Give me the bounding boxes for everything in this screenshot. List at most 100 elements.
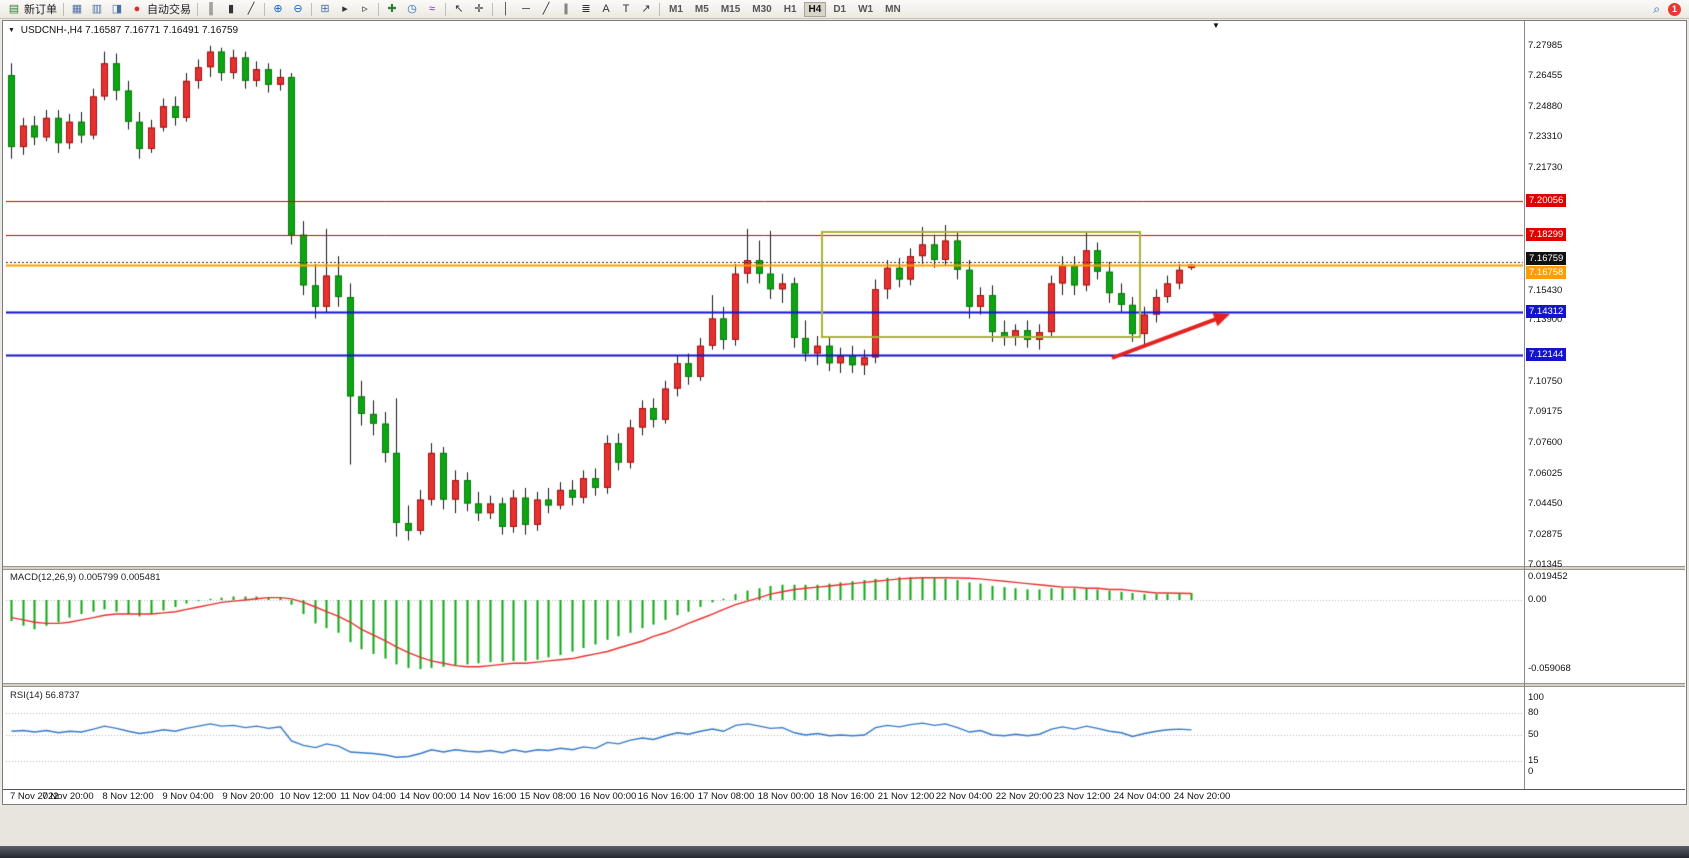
terminal-icon[interactable]: ◨ (107, 0, 127, 19)
rsi-value: 56.8737 (45, 690, 80, 701)
price-grid-label: 7.01345 (1528, 558, 1563, 570)
horizontal-line-icon: ─ (522, 2, 530, 15)
zoom-out-icon[interactable]: ⊖ (288, 0, 308, 19)
time-axis-label: 24 Nov 20:00 (1173, 791, 1231, 802)
time-axis-label: 24 Nov 04:00 (1113, 791, 1171, 802)
taskbar-strip (0, 846, 1689, 858)
equidistant-channel-icon[interactable]: ∥ (556, 0, 576, 19)
bid-price-label: 7.16759 (1526, 251, 1567, 265)
price-line-label: 7.12144 (1526, 347, 1567, 361)
zoom-out-icon: ⊖ (293, 2, 303, 15)
rsi-axis-label: 80 (1528, 706, 1539, 718)
fibonacci-icon: ≣ (581, 2, 591, 15)
timeframe-button-m5[interactable]: M5 (694, 3, 709, 15)
time-axis-label: 9 Nov 20:00 (222, 791, 274, 802)
time-axis-label: 14 Nov 16:00 (459, 791, 517, 802)
text-label-icon[interactable]: T (616, 0, 636, 19)
time-axis-label: 22 Nov 20:00 (995, 791, 1053, 802)
chart-shift-icon[interactable]: ▹ (355, 0, 375, 19)
autotrading-button[interactable]: ● 自动交易 (127, 0, 194, 19)
price-grid-label: 7.24880 (1528, 100, 1563, 112)
macd-values: 0.005799 0.005481 (78, 572, 161, 583)
crosshair-icon[interactable]: ✛ (469, 0, 489, 19)
toolbar-right-group: ⌕ 1 (1650, 0, 1685, 19)
bar-chart-icon[interactable]: ║ (201, 0, 221, 19)
price-grid-label: 7.27985 (1528, 40, 1563, 52)
indicators-list-icon[interactable]: ≈ (422, 0, 442, 19)
price-grid-label: 7.26455 (1528, 69, 1563, 81)
time-axis-label: 16 Nov 16:00 (637, 791, 695, 802)
price-grid-label: 7.23310 (1528, 131, 1563, 143)
horizontal-line-icon[interactable]: ─ (516, 0, 536, 19)
text-icon[interactable]: A (596, 0, 616, 19)
zoom-in-icon[interactable]: ⊕ (268, 0, 288, 19)
timeframe-button-w1[interactable]: W1 (858, 3, 874, 15)
charts-bar-icon[interactable]: ▦ (67, 0, 87, 19)
time-axis-label: 10 Nov 12:00 (279, 791, 337, 802)
price-grid-label: 7.06025 (1528, 467, 1563, 479)
cursor-icon[interactable]: ↖ (449, 0, 469, 19)
rsi-axis-label: 0 (1528, 766, 1534, 777)
chart-symbol-timeframe: USDCNH-,H4 (20, 25, 83, 36)
new-order-button[interactable]: ▤ 新订单 (4, 0, 60, 19)
panel-splitter-rsi[interactable] (3, 683, 1685, 687)
arrows-icon[interactable]: ↗ (636, 0, 656, 19)
timeframe-button-m30[interactable]: M30 (752, 3, 772, 15)
search-icon[interactable]: ⌕ (1653, 1, 1660, 16)
tile-windows-icon: ⊞ (320, 2, 330, 15)
terminal-icon: ◨ (111, 2, 123, 15)
time-axis-label: 18 Nov 16:00 (817, 791, 875, 802)
time-axis-label: 7 Nov 20:00 (42, 791, 94, 802)
price-grid-label: 7.10750 (1528, 375, 1563, 387)
profiles-clock-icon[interactable]: ◷ (402, 0, 422, 19)
new-order-icon: ▤ (8, 2, 20, 15)
timeframe-button-m1[interactable]: M1 (669, 3, 683, 15)
auto-scroll-icon[interactable]: ▸ (335, 0, 355, 19)
chart-shift-marker-icon[interactable]: ▼ (1212, 21, 1220, 30)
new-chart-icon[interactable]: ✚ (382, 0, 402, 19)
notifications-badge-icon[interactable]: 1 (1668, 2, 1681, 16)
panel-splitter-macd[interactable] (3, 566, 1685, 570)
price-grid-label: 7.09175 (1528, 406, 1563, 418)
price-axis-line (1524, 21, 1525, 789)
timeframe-button-d1[interactable]: D1 (833, 3, 847, 15)
price-line-label: 7.14312 (1526, 305, 1567, 319)
vertical-line-icon[interactable]: │ (496, 0, 516, 19)
time-axis-label: 16 Nov 00:00 (579, 791, 637, 802)
toolbar-separator (378, 2, 379, 16)
timeframe-button-h4[interactable]: H4 (803, 1, 827, 17)
macd-axis-label: -0.059068 (1528, 663, 1571, 675)
time-axis-label: 7 Nov 2022 (10, 791, 59, 802)
timeframe-button-h1[interactable]: H1 (783, 3, 797, 15)
rsi-panel-canvas[interactable] (6, 688, 1523, 788)
time-axis-label: 22 Nov 04:00 (935, 791, 993, 802)
vertical-line-icon: │ (502, 2, 510, 15)
tile-windows-icon[interactable]: ⊞ (315, 0, 335, 19)
time-axis-separator (3, 789, 1685, 790)
time-axis-label: 14 Nov 00:00 (399, 791, 457, 802)
macd-panel-canvas[interactable] (6, 570, 1523, 682)
fibonacci-icon[interactable]: ≣ (576, 0, 596, 19)
ohlc-expander-icon[interactable]: ▼ (8, 27, 15, 34)
time-axis-label: 23 Nov 12:00 (1053, 791, 1111, 802)
line-chart-icon[interactable]: ╱ (241, 0, 261, 19)
toolbar-separator (264, 2, 265, 16)
chart-shift-icon: ▹ (362, 2, 368, 15)
candlestick-chart-icon[interactable]: ▮ (221, 0, 241, 19)
trendline-icon[interactable]: ╱ (536, 0, 556, 19)
macd-name: MACD(12,26,9) (10, 572, 76, 583)
text-label-icon: T (622, 2, 630, 15)
timeframe-button-m15[interactable]: M15 (720, 3, 741, 15)
toolbar-separator (311, 2, 312, 16)
timeframe-button-mn[interactable]: MN (885, 3, 901, 15)
arrows-icon: ↗ (641, 2, 651, 15)
toolbar: ▤ 新订单 ▦ ▥ ◨ ● 自动交易 ║ ▮ ╱ ⊕ ⊖ ⊞ ▸ ▹ ✚ ◷ ≈ ↖ ✛ │ ─ ╱ ∥ ≣ A T ↗ M1 M5 M15… (0, 0, 1689, 19)
profiles-icon: ▥ (91, 2, 103, 15)
text-icon: A (602, 2, 610, 15)
price-line-label: 7.16758 (1526, 265, 1567, 279)
main-chart-canvas[interactable] (6, 23, 1523, 567)
autotrading-icon: ● (133, 2, 141, 15)
profiles-icon[interactable]: ▥ (87, 0, 107, 19)
macd-label: MACD(12,26,9) 0.005799 0.005481 (10, 572, 161, 583)
crosshair-icon: ✛ (474, 2, 484, 15)
